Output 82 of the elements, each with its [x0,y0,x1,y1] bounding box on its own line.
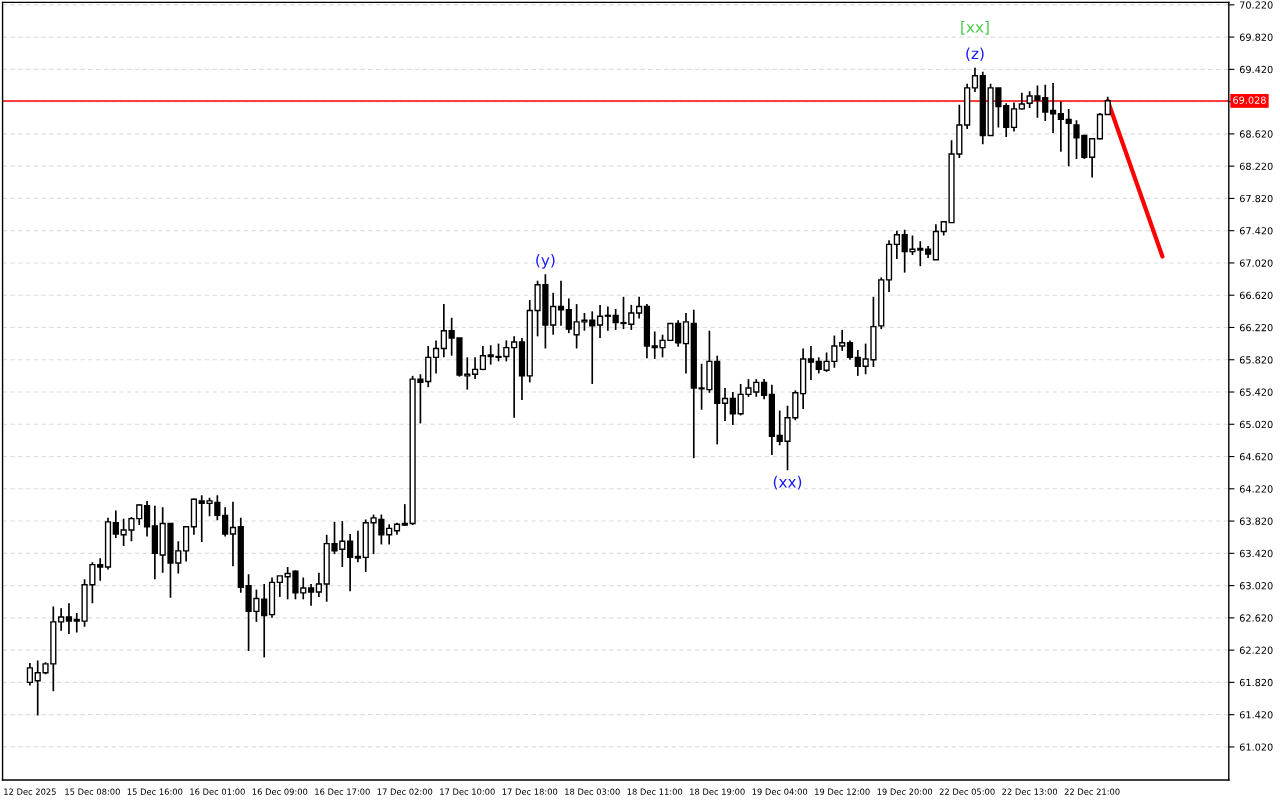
candlestick [971,66,979,93]
y-tick-label: 69.420 [1239,65,1273,74]
candlestick [1089,137,1096,179]
candlestick [839,329,846,352]
candlestick [26,662,34,687]
annotation: (z) [966,47,984,62]
candlestick [347,533,354,593]
x-tick-label: 22 Dec 13:00 [1002,788,1058,795]
y-tick-label: 64.620 [1239,453,1273,461]
candlestick [675,319,682,348]
candlestick [565,297,572,334]
candlestick [729,391,736,426]
candlestick [307,583,315,607]
candlestick [471,356,479,380]
ref-line-label: 69.028 [1233,96,1266,104]
candlestick [721,387,729,422]
x-tick-label: 16 Dec 09:00 [252,788,308,795]
candlestick [1057,100,1064,153]
x-tick-label: 18 Dec 11:00 [627,788,683,795]
y-tick-label: 65.820 [1239,356,1273,364]
y-tick-label: 70.220 [1240,1,1273,9]
y-tick-label: 69.820 [1239,33,1273,41]
x-tick-label: 22 Dec 21:00 [1064,788,1120,795]
candlestick [97,557,104,582]
candlestick [604,305,611,332]
candlestick [1065,108,1072,167]
x-tick-label: 15 Dec 08:00 [65,788,120,795]
candlestick [596,304,604,339]
candlestick [58,607,65,632]
x-tick-label: 18 Dec 19:00 [690,788,745,795]
y-tick-label: 66.220 [1239,323,1273,332]
y-tick-label: 61.420 [1239,711,1273,719]
y-tick-label: 65.020 [1239,420,1273,429]
y-tick-label: 63.820 [1239,517,1273,525]
candlestick [807,345,815,381]
annotation: (y) [536,253,555,269]
y-tick-label: 63.420 [1239,549,1273,558]
candlestick [760,378,768,401]
y-tick-label: 67.020 [1239,259,1273,267]
y-tick-label: 61.020 [1239,743,1273,751]
y-tick-label: 66.620 [1239,291,1273,300]
y-tick-label: 68.220 [1239,162,1273,170]
x-tick-label: 16 Dec 17:00 [315,788,370,795]
candlestick [143,500,151,538]
y-tick-label: 68.620 [1239,130,1273,138]
candlestick [222,506,229,538]
candlestick [440,303,447,359]
candlestick [276,575,283,598]
candlestick [511,335,518,419]
y-tick-label: 64.220 [1239,485,1273,493]
x-tick-label: 18 Dec 03:00 [565,788,620,795]
candlestick [354,529,362,564]
candlestick [432,339,440,375]
y-tick-label: 62.220 [1239,646,1273,654]
x-tick-label: 19 Dec 20:00 [877,788,933,795]
x-tick-label: 19 Dec 04:00 [752,788,808,795]
annotation: [xx] [961,21,989,35]
x-tick-label: 17 Dec 10:00 [440,788,495,795]
y-tick-label: 65.420 [1239,388,1273,396]
x-tick-label: 17 Dec 02:00 [377,788,433,795]
y-tick-label: 61.820 [1239,678,1273,687]
y-tick-label: 62.620 [1239,614,1273,622]
candlestick [846,339,854,361]
x-tick-label: 19 Dec 12:00 [815,788,870,795]
candlestick [315,571,322,598]
candlestick [479,345,487,372]
candlestick [229,500,237,568]
candlestick [893,229,900,260]
y-tick-label: 67.420 [1239,227,1273,235]
candlestick [65,602,73,635]
x-tick-label: 17 Dec 18:00 [502,788,558,795]
y-tick-label: 63.020 [1239,582,1273,590]
x-tick-label: 22 Dec 05:00 [939,788,995,795]
x-tick-label: 16 Dec 01:00 [190,788,245,795]
x-tick-label: 12 Dec 2025 [4,788,56,795]
y-tick-label: 67.820 [1239,194,1273,203]
annotation: (xx) [773,475,802,490]
x-tick-label: 15 Dec 16:00 [127,788,183,795]
candlestick [112,509,119,539]
candlestick [1010,101,1018,133]
candlestick [682,312,690,375]
candlestick [635,295,643,320]
